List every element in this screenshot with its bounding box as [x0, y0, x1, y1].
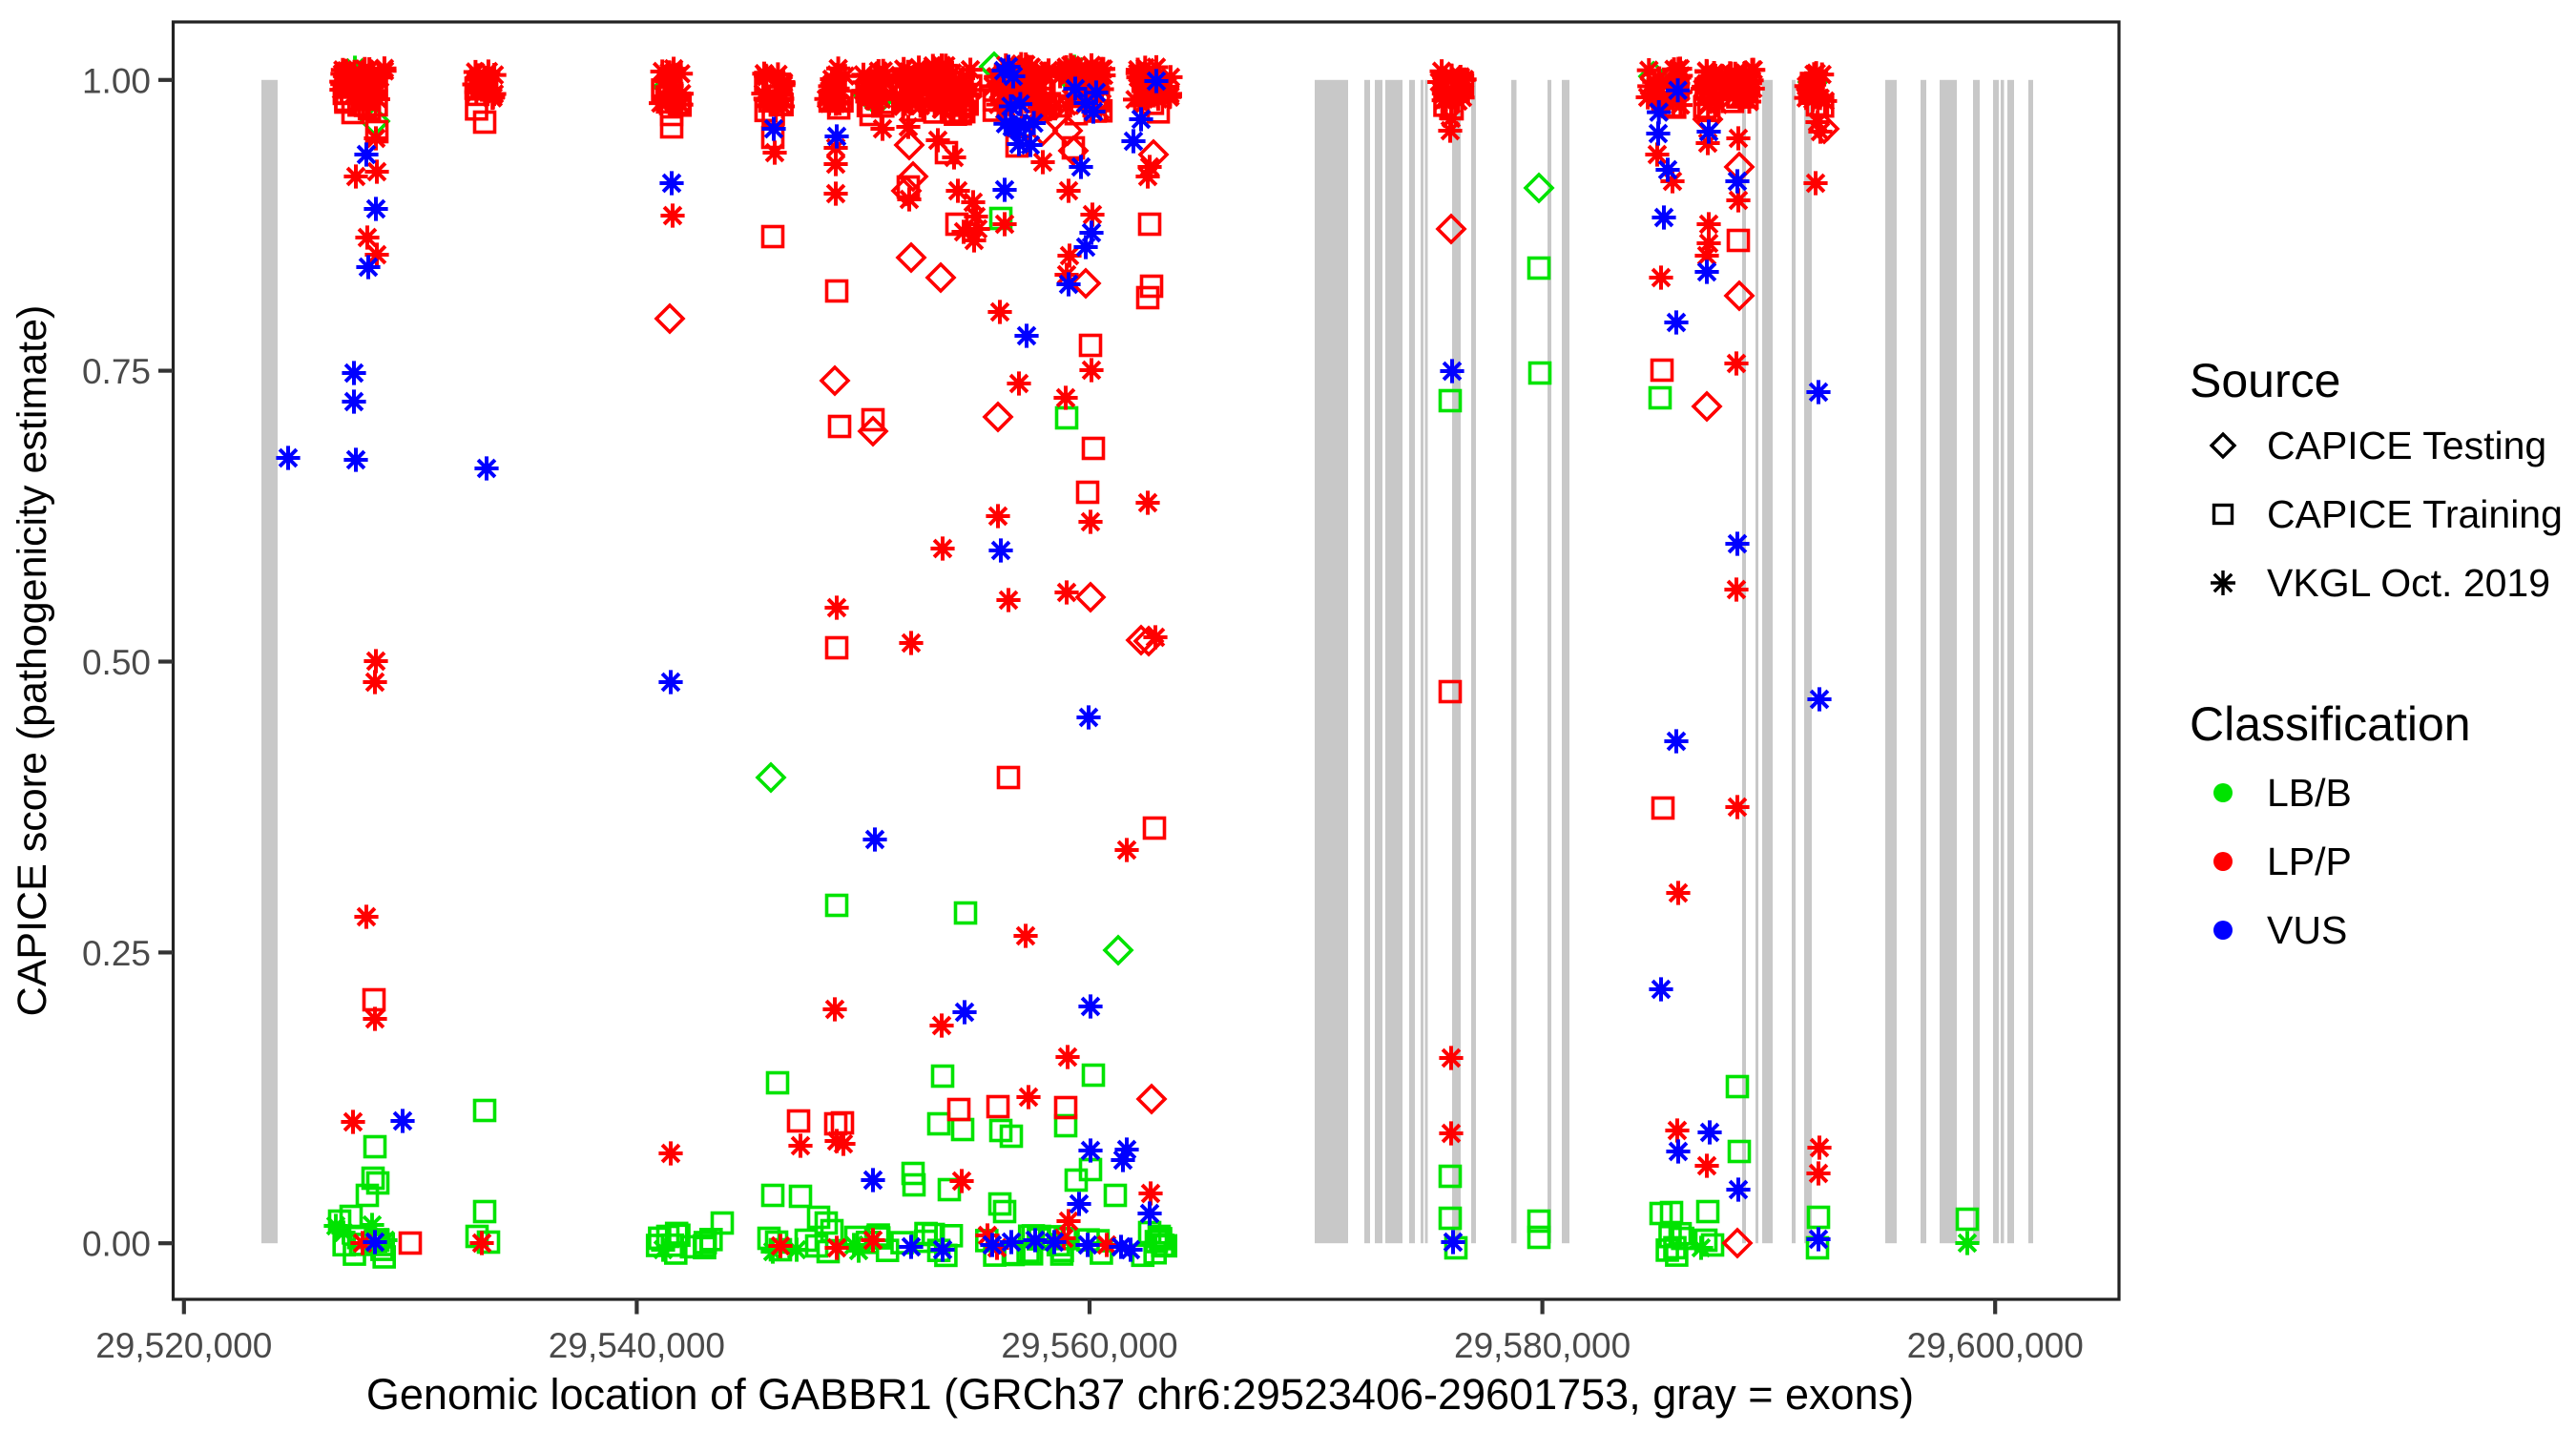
svg-text:Genomic location of GABBR1 (GR: Genomic location of GABBR1 (GRCh37 chr6:… — [366, 1370, 1914, 1419]
svg-text:CAPICE Training: CAPICE Training — [2267, 492, 2563, 536]
svg-text:29,540,000: 29,540,000 — [549, 1326, 725, 1365]
svg-text:VUS: VUS — [2267, 908, 2347, 952]
svg-text:29,520,000: 29,520,000 — [95, 1326, 272, 1365]
svg-text:0.25: 0.25 — [82, 934, 151, 973]
svg-text:29,600,000: 29,600,000 — [1907, 1326, 2084, 1365]
svg-text:LP/P: LP/P — [2267, 840, 2352, 883]
svg-text:29,580,000: 29,580,000 — [1454, 1326, 1631, 1365]
svg-text:Source: Source — [2190, 354, 2340, 407]
svg-text:Classification: Classification — [2190, 697, 2471, 751]
svg-text:VKGL Oct. 2019: VKGL Oct. 2019 — [2267, 561, 2550, 605]
svg-text:29,560,000: 29,560,000 — [1001, 1326, 1177, 1365]
svg-text:CAPICE Testing: CAPICE Testing — [2267, 424, 2546, 467]
svg-text:0.50: 0.50 — [82, 643, 151, 682]
svg-text:1.00: 1.00 — [82, 61, 151, 100]
svg-text:LB/B: LB/B — [2267, 771, 2352, 815]
svg-text:0.00: 0.00 — [82, 1225, 151, 1264]
svg-text:CAPICE score (pathogenicity es: CAPICE score (pathogenicity estimate) — [10, 305, 55, 1017]
svg-text:0.75: 0.75 — [82, 352, 151, 391]
